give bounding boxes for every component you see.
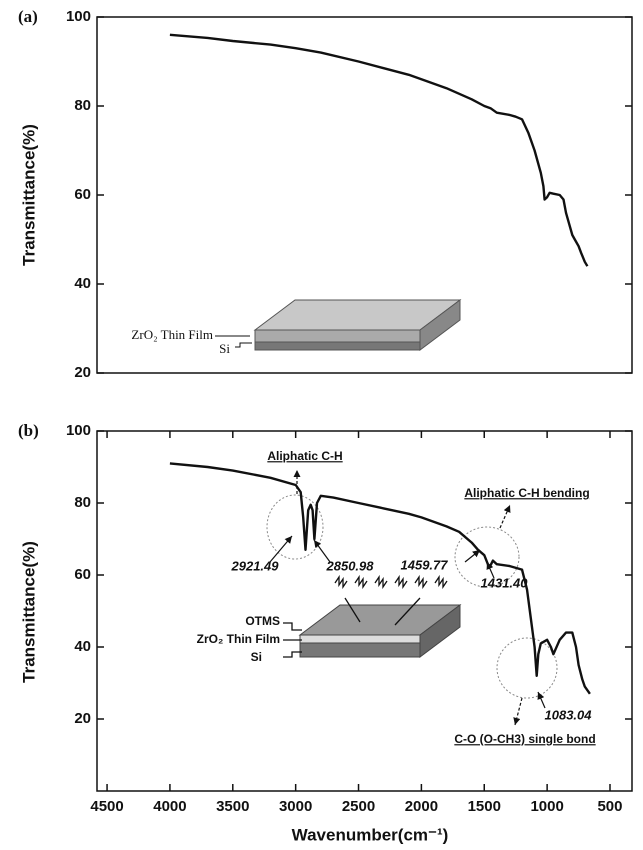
peak-label: 1431.40 <box>481 575 529 590</box>
y-tick-label: 20 <box>74 710 91 727</box>
annotation: C-O (O-CH3) single bond <box>454 732 595 746</box>
y-tick-label: 100 <box>66 422 91 439</box>
inset-label: OTMS <box>245 614 280 628</box>
y-tick-label: 40 <box>74 275 91 292</box>
inset-label: ZrO₂ Thin Film <box>197 632 280 646</box>
y-tick-label: 40 <box>74 638 91 655</box>
peak-label: 1459.77 <box>401 557 449 572</box>
y-tick-label: 80 <box>74 494 91 511</box>
data-line <box>169 462 591 695</box>
inset-label: ZrO₂ Thin Film <box>131 327 213 342</box>
inset-a <box>215 299 462 351</box>
y-axis-label: Transmittance(%) <box>19 124 38 266</box>
data-line <box>169 33 589 267</box>
y-axis-label: Transmittance(%) <box>19 541 38 683</box>
x-tick-label: 500 <box>597 798 622 815</box>
peak-label: 2921.49 <box>231 558 280 573</box>
x-tick-label: 4500 <box>90 798 123 815</box>
annotation: Aliphatic C-H <box>267 449 342 463</box>
plot-frame <box>96 430 633 792</box>
panel-label: (a) <box>18 7 38 26</box>
peak-label: 2850.98 <box>326 558 375 573</box>
y-tick-label: 60 <box>74 186 91 203</box>
inset-label: Si <box>219 341 230 356</box>
x-tick-label: 2500 <box>342 798 375 815</box>
arrow <box>269 470 546 726</box>
x-tick-label: 2000 <box>405 798 438 815</box>
x-tick-label: 1500 <box>468 798 501 815</box>
peak-label: 1083.04 <box>545 707 593 722</box>
inset-b <box>283 574 462 658</box>
annotation: Aliphatic C-H bending <box>464 486 589 500</box>
x-tick-label: 4000 <box>153 798 186 815</box>
inset-label: Si <box>251 650 262 664</box>
panel-label: (b) <box>18 421 39 440</box>
highlight <box>266 494 558 699</box>
x-axis-label: Wavenumber(cm⁻¹) <box>292 825 449 844</box>
y-tick-label: 80 <box>74 97 91 114</box>
y-tick-label: 60 <box>74 566 91 583</box>
x-tick-label: 1000 <box>530 798 563 815</box>
y-tick-label: 20 <box>74 364 91 381</box>
x-tick-label: 3500 <box>216 798 249 815</box>
y-tick-label: 100 <box>66 8 91 25</box>
x-tick-label: 3000 <box>279 798 312 815</box>
